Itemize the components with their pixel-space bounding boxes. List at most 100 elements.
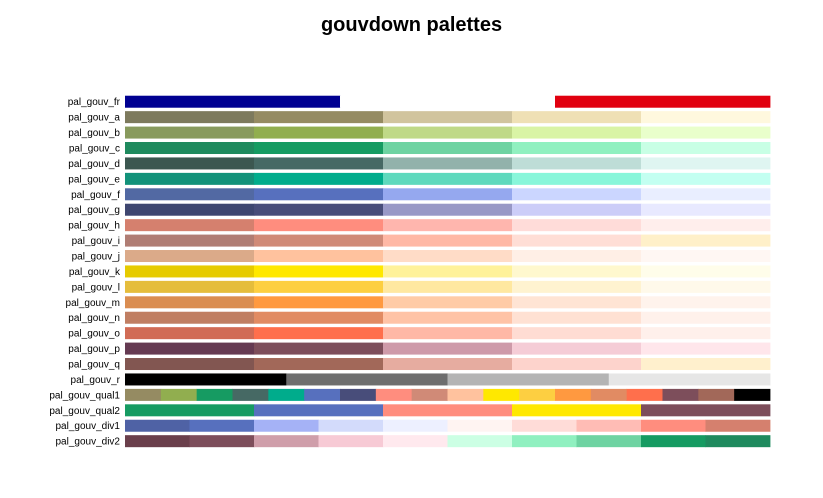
color-swatch bbox=[512, 404, 642, 417]
palette-label: pal_gouv_p bbox=[68, 344, 120, 355]
color-swatch bbox=[641, 327, 771, 340]
color-swatch bbox=[125, 111, 255, 124]
palette-label: pal_gouv_div1 bbox=[56, 421, 121, 432]
palette-label: pal_gouv_l bbox=[72, 282, 120, 293]
color-swatch bbox=[160, 388, 198, 401]
color-swatch bbox=[383, 358, 513, 371]
color-swatch bbox=[641, 250, 771, 263]
palette-label: pal_gouv_n bbox=[68, 313, 120, 324]
color-swatch bbox=[125, 188, 255, 201]
color-swatch bbox=[641, 342, 771, 355]
palette-label: pal_gouv_m bbox=[66, 298, 120, 309]
color-swatch bbox=[254, 157, 384, 170]
color-swatch bbox=[383, 435, 448, 448]
color-swatch bbox=[254, 142, 384, 155]
palette-label: pal_gouv_d bbox=[68, 159, 120, 170]
color-swatch bbox=[447, 388, 484, 401]
color-swatch bbox=[383, 142, 513, 155]
color-swatch bbox=[268, 388, 305, 401]
color-swatch bbox=[125, 296, 255, 309]
color-swatch bbox=[641, 311, 771, 324]
color-swatch bbox=[125, 126, 255, 139]
color-swatch bbox=[576, 419, 642, 432]
color-swatch bbox=[254, 327, 384, 340]
color-swatch bbox=[125, 157, 255, 170]
color-swatch bbox=[125, 435, 190, 448]
palette-label: pal_gouv_c bbox=[69, 144, 120, 155]
palette-label: pal_gouv_e bbox=[68, 174, 120, 185]
color-swatch bbox=[125, 358, 255, 371]
color-swatch bbox=[734, 388, 771, 401]
color-swatch bbox=[519, 388, 556, 401]
color-swatch bbox=[304, 388, 341, 401]
color-swatch bbox=[641, 234, 771, 247]
color-swatch bbox=[232, 388, 269, 401]
color-swatch bbox=[512, 342, 642, 355]
color-swatch bbox=[254, 126, 384, 139]
palette-label: pal_gouv_q bbox=[68, 360, 120, 371]
color-swatch bbox=[512, 265, 642, 278]
color-swatch bbox=[641, 404, 771, 417]
color-swatch bbox=[254, 188, 384, 201]
palette-label: pal_gouv_i bbox=[72, 236, 120, 247]
color-swatch bbox=[383, 188, 513, 201]
color-swatch bbox=[555, 388, 592, 401]
color-swatch bbox=[512, 234, 642, 247]
color-swatch bbox=[512, 126, 642, 139]
color-swatch bbox=[383, 219, 513, 232]
color-swatch bbox=[705, 435, 771, 448]
color-swatch bbox=[254, 234, 384, 247]
palette-label: pal_gouv_f bbox=[71, 190, 120, 201]
color-swatch bbox=[383, 327, 513, 340]
color-swatch bbox=[641, 296, 771, 309]
color-swatch bbox=[125, 95, 341, 108]
color-swatch bbox=[641, 265, 771, 278]
color-swatch bbox=[254, 265, 384, 278]
palette-label: pal_gouv_qual1 bbox=[49, 390, 120, 401]
color-swatch bbox=[318, 435, 384, 448]
color-swatch bbox=[512, 172, 642, 185]
palette-label: pal_gouv_qual2 bbox=[49, 406, 120, 417]
color-swatch bbox=[383, 342, 513, 355]
color-swatch bbox=[286, 373, 448, 386]
color-swatch bbox=[196, 388, 233, 401]
color-swatch bbox=[512, 219, 642, 232]
color-swatch bbox=[254, 358, 384, 371]
color-swatch bbox=[512, 111, 642, 124]
color-swatch bbox=[254, 435, 319, 448]
color-swatch bbox=[383, 296, 513, 309]
color-swatch bbox=[383, 111, 513, 124]
color-swatch bbox=[383, 265, 513, 278]
color-swatch bbox=[125, 419, 190, 432]
color-swatch bbox=[383, 126, 513, 139]
color-swatch bbox=[254, 311, 384, 324]
color-swatch bbox=[254, 296, 384, 309]
palette-label: pal_gouv_div2 bbox=[56, 437, 121, 448]
color-swatch bbox=[641, 142, 771, 155]
color-swatch bbox=[483, 388, 520, 401]
color-swatch bbox=[512, 311, 642, 324]
color-swatch bbox=[512, 419, 577, 432]
color-swatch bbox=[641, 126, 771, 139]
color-swatch bbox=[512, 327, 642, 340]
color-swatch bbox=[447, 435, 513, 448]
color-swatch bbox=[512, 250, 642, 263]
color-swatch bbox=[590, 388, 628, 401]
color-swatch bbox=[512, 296, 642, 309]
color-swatch bbox=[254, 219, 384, 232]
color-swatch bbox=[340, 388, 377, 401]
color-swatch bbox=[125, 250, 255, 263]
color-swatch bbox=[447, 419, 513, 432]
color-swatch bbox=[254, 203, 384, 216]
color-swatch bbox=[254, 280, 384, 293]
palette-label: pal_gouv_fr bbox=[68, 97, 121, 108]
color-swatch bbox=[512, 435, 577, 448]
color-swatch bbox=[125, 373, 287, 386]
color-swatch bbox=[641, 111, 771, 124]
color-swatch bbox=[641, 203, 771, 216]
color-swatch bbox=[189, 419, 255, 432]
palette-label: pal_gouv_h bbox=[68, 221, 120, 232]
color-swatch bbox=[125, 203, 255, 216]
color-swatch bbox=[340, 95, 556, 108]
color-swatch bbox=[125, 142, 255, 155]
